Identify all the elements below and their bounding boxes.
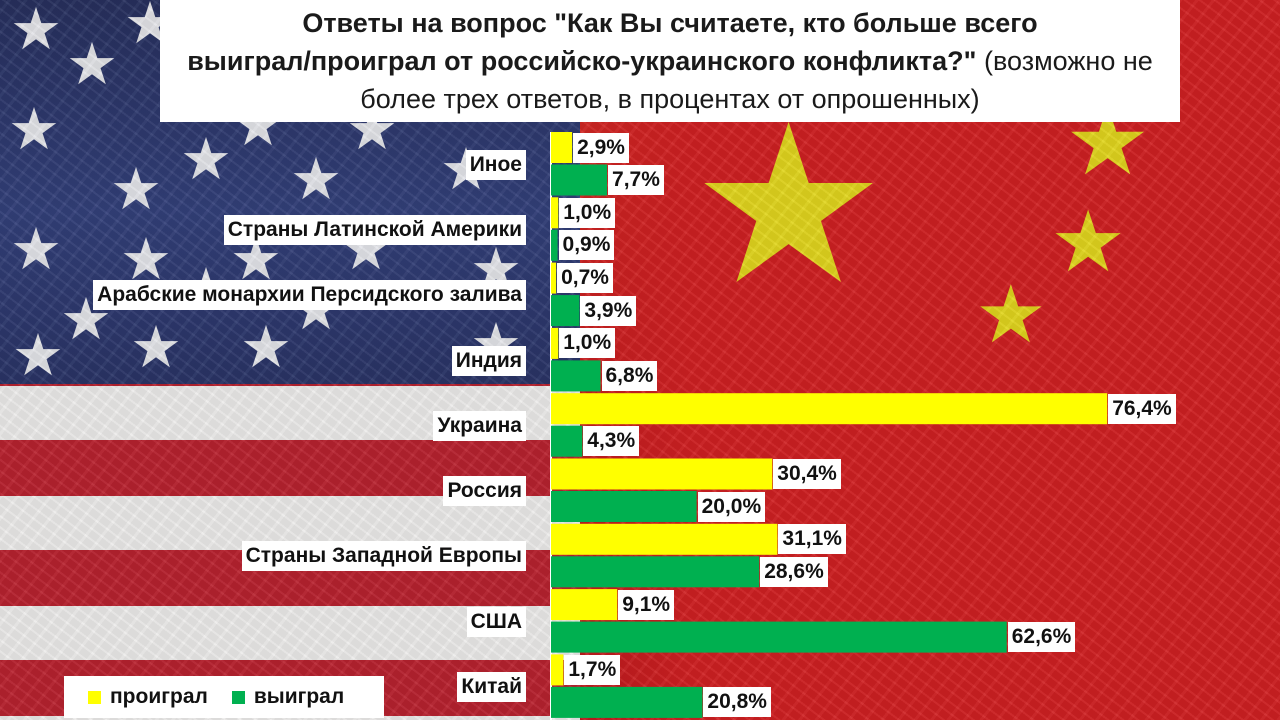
value-label-won: 7,7% — [608, 165, 664, 195]
value-label-won: 28,6% — [760, 556, 828, 587]
value-label-won: 3,9% — [580, 295, 637, 326]
bar-won — [551, 229, 558, 261]
bar-won — [551, 556, 760, 588]
bar-lost — [551, 132, 573, 163]
bar-won — [551, 491, 697, 522]
value-label-lost: 31,1% — [778, 524, 846, 555]
bar-lost — [551, 393, 1108, 425]
bar-lost — [551, 589, 618, 621]
category-label: Иное — [465, 149, 526, 180]
category-label: Индия — [451, 345, 526, 376]
value-label-lost: 30,4% — [773, 459, 841, 489]
legend-swatch-lost — [88, 690, 101, 704]
category-label: США — [466, 606, 526, 637]
legend-item-lost: проиграл — [88, 685, 208, 709]
value-label-won: 0,9% — [558, 230, 615, 261]
value-label-lost: 0,7% — [557, 263, 613, 294]
category-label: Страны Латинской Америки — [223, 214, 526, 245]
china-big-star-icon: ★ — [690, 77, 888, 333]
flag-star-icon: ★ — [8, 95, 60, 163]
category-label: Китай — [457, 672, 526, 703]
value-label-won: 62,6% — [1007, 622, 1076, 653]
flag-star-icon: ★ — [110, 155, 162, 223]
value-label-won: 6,8% — [601, 360, 658, 391]
category-label: Арабские монархии Персидского залива — [93, 280, 526, 311]
bar-lost — [551, 654, 564, 686]
bar-lost — [551, 523, 778, 555]
value-label-won: 20,0% — [697, 491, 766, 522]
legend-swatch-won — [231, 690, 245, 704]
flag-star-icon: ★ — [120, 225, 172, 293]
bar-lost — [551, 262, 557, 294]
flag-star-icon: ★ — [240, 313, 292, 381]
legend-label-won: выиграл — [253, 685, 345, 708]
bar-lost — [551, 327, 559, 359]
flag-star-icon: ★ — [10, 215, 62, 283]
bar-won — [551, 295, 580, 327]
value-label-won: 20,8% — [703, 687, 771, 718]
title-line-3: более трех ответов, в процентах от опрош… — [360, 84, 980, 114]
flag-star-icon: ★ — [290, 145, 342, 213]
value-label-won: 4,3% — [583, 426, 640, 457]
value-label-lost: 1,0% — [559, 328, 616, 359]
flag-star-icon: ★ — [12, 321, 64, 389]
china-small-star-icon: ★ — [1050, 193, 1127, 292]
category-label: Россия — [443, 476, 526, 507]
bar-lost — [551, 458, 773, 490]
category-label: Страны Западной Европы — [241, 541, 526, 572]
value-label-lost: 9,1% — [618, 589, 675, 620]
title-line-2: выиграл/проиграл от российско-украинског… — [187, 46, 977, 76]
bar-won — [551, 360, 601, 392]
bar-lost — [551, 197, 559, 229]
title-line-1: Ответы на вопрос "Как Вы считаете, кто б… — [302, 8, 1038, 38]
legend-item-won: выиграл — [231, 685, 345, 709]
bar-won — [551, 164, 608, 196]
value-label-lost: 1,7% — [564, 654, 621, 685]
category-label: Украина — [433, 410, 526, 441]
flag-star-icon: ★ — [66, 30, 118, 98]
value-label-lost: 2,9% — [573, 132, 629, 163]
bar-won — [551, 425, 583, 457]
value-label-lost: 1,0% — [559, 197, 616, 228]
bar-won — [551, 621, 1007, 653]
chart-title: Ответы на вопрос "Как Вы считаете, кто б… — [160, 0, 1180, 122]
legend-label-lost: проиграл — [110, 685, 208, 708]
china-small-star-icon: ★ — [975, 268, 1047, 361]
chart-legend: проиграл выиграл — [64, 676, 384, 718]
flag-star-icon: ★ — [180, 125, 232, 193]
bar-won — [551, 686, 703, 718]
flag-star-icon: ★ — [10, 0, 62, 63]
value-label-lost: 76,4% — [1108, 393, 1176, 424]
title-line-2-tail: (возможно не — [983, 46, 1153, 76]
flag-star-icon: ★ — [130, 313, 182, 381]
